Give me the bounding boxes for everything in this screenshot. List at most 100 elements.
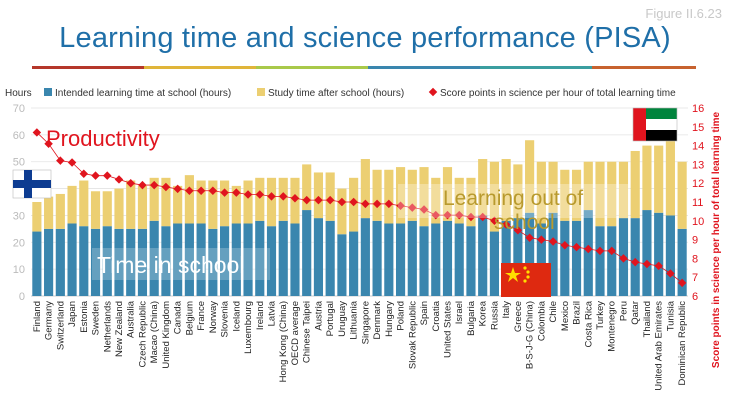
legend-swatch-score: [428, 87, 438, 97]
score-point: [290, 193, 300, 203]
x-tick-label: OECD average: [290, 301, 301, 365]
bar-intended: [560, 220, 570, 296]
finland-flag-icon: [12, 169, 52, 199]
x-tick-label: Switzerland: [55, 301, 66, 350]
bar-study: [173, 185, 183, 224]
score-point: [384, 199, 394, 209]
bar-study: [231, 185, 241, 224]
y-right-tick-label: 14: [692, 141, 704, 153]
x-tick-label: Mexico: [560, 301, 571, 331]
x-tick-label: Netherlands: [102, 301, 113, 352]
bar-study: [454, 177, 464, 224]
score-point: [443, 210, 452, 220]
bar-study: [313, 172, 324, 219]
x-tick-label: Germany: [44, 301, 55, 340]
bar-intended: [548, 212, 558, 296]
x-tick-label: New Zealand: [114, 301, 125, 357]
x-tick-label: Lithuania: [349, 300, 360, 339]
learning-out-box: [398, 184, 630, 218]
score-point: [232, 188, 241, 197]
bar-study: [79, 180, 89, 227]
bar-intended: [302, 210, 312, 296]
x-tick-label: Costa Rica: [583, 300, 594, 347]
y-right-tick-label: 9: [692, 235, 698, 247]
y-axis-right-title: Score points in science per hour of tota…: [711, 111, 722, 368]
bar-intended: [595, 226, 605, 296]
x-tick-label: Dominican Republic: [677, 301, 688, 386]
bar-intended: [337, 234, 347, 296]
x-tick-label: Slovenia: [220, 300, 231, 337]
bar-study: [595, 161, 605, 227]
x-tick-label: Iceland: [231, 301, 242, 332]
legend-swatch-study: [257, 88, 265, 96]
bar-study: [583, 161, 593, 211]
bar-intended: [32, 231, 42, 296]
rule-segment-2: [144, 66, 256, 69]
x-tick-label: Brazil: [572, 301, 583, 325]
score-point: [431, 210, 441, 220]
y-right-tick-label: 15: [692, 122, 704, 134]
legend-label-study: Study time after school (hours): [268, 88, 404, 99]
legend-label-intended: Intended learning time at school (hours): [55, 88, 231, 99]
x-tick-label: Hungary: [384, 301, 395, 337]
x-tick-label: Latvia: [267, 300, 278, 326]
score-point: [501, 220, 511, 229]
y-left-tick-label: 10: [13, 264, 25, 276]
x-tick-label: Croatia: [431, 300, 442, 331]
bar-intended: [360, 218, 370, 296]
y-left-tick-label: 50: [13, 157, 25, 169]
score-point: [278, 192, 288, 201]
score-point: [349, 197, 358, 207]
score-point: [267, 192, 276, 201]
bar-intended: [184, 223, 194, 296]
score-point: [44, 139, 53, 148]
bar-intended: [478, 215, 488, 296]
x-tick-label: Singapore: [360, 301, 371, 344]
x-tick-label: Peru: [618, 301, 629, 321]
rule-segment-6: [592, 66, 696, 69]
bar-study: [560, 169, 570, 221]
bar-intended: [44, 228, 54, 296]
score-point: [408, 203, 417, 212]
bar-intended: [149, 220, 159, 296]
bar-intended: [278, 220, 288, 296]
bar-intended: [313, 218, 324, 296]
bar-intended: [513, 218, 523, 296]
bar-study: [184, 175, 194, 224]
score-point: [630, 257, 640, 267]
bar-intended: [395, 223, 406, 296]
bar-intended: [126, 228, 136, 296]
x-tick-label: Bulgaria: [466, 300, 477, 336]
bar-study: [337, 188, 347, 235]
y-right-tick-label: 10: [692, 216, 704, 228]
bar-study: [161, 177, 171, 227]
bar-study: [149, 177, 159, 221]
x-tick-label: France: [196, 301, 207, 331]
bar-intended: [466, 226, 476, 296]
bar-study: [384, 169, 394, 224]
bar-study: [654, 145, 664, 213]
bar-intended: [442, 220, 453, 296]
y-left-tick-label: 20: [13, 237, 25, 249]
score-point: [220, 188, 229, 197]
rule-segment-4: [368, 66, 480, 69]
bar-study: [501, 159, 511, 221]
score-point: [325, 195, 335, 205]
y-right-tick-label: 13: [692, 159, 704, 171]
bar-study: [431, 177, 441, 224]
bar-study: [32, 202, 42, 232]
learning-out-line-2: school: [494, 211, 555, 234]
bar-study: [302, 164, 312, 211]
bar-study: [255, 177, 265, 221]
bar-study: [571, 169, 582, 221]
bar-intended: [454, 223, 464, 296]
rule-segment-1: [32, 66, 144, 69]
y-axis-left-title: Hours: [5, 88, 32, 99]
score-point: [654, 261, 663, 271]
rule-segment-3: [256, 66, 368, 69]
bar-study: [525, 140, 535, 213]
y-left-tick-label: 0: [19, 291, 25, 303]
bar-intended: [501, 220, 511, 296]
bar-intended: [67, 223, 77, 296]
x-tick-label: Russia: [489, 300, 500, 330]
